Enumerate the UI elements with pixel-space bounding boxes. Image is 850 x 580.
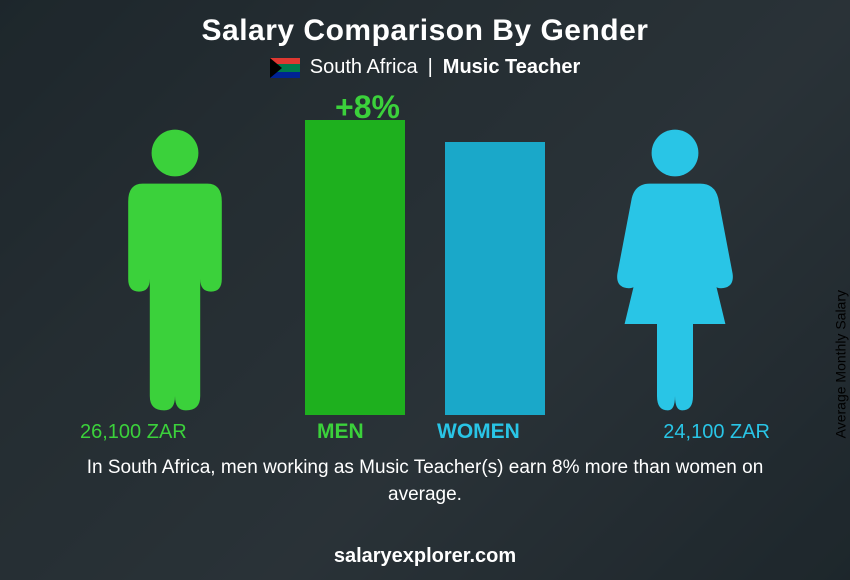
south-africa-flag-icon	[270, 58, 300, 78]
page-title: Salary Comparison By Gender	[0, 14, 850, 48]
caption-text: In South Africa, men working as Music Te…	[65, 455, 785, 508]
men-figure-icon	[85, 125, 265, 415]
country-label: South Africa	[310, 56, 418, 79]
women-bar	[445, 142, 545, 415]
content-container: Salary Comparison By Gender South Africa…	[0, 0, 850, 580]
footer-source: salaryexplorer.com	[0, 545, 850, 568]
separator: |	[428, 56, 433, 79]
label-row: 26,100 ZAR MEN WOMEN 24,100 ZAR	[45, 415, 805, 449]
men-label: MEN	[317, 420, 364, 444]
chart-area: +8% 26,100 ZAR MEN WOMEN 24,100 ZAR	[45, 89, 805, 449]
women-figure-icon	[585, 125, 765, 415]
women-salary: 24,100 ZAR	[663, 421, 770, 444]
job-label: Music Teacher	[443, 56, 580, 79]
y-axis-label: Average Monthly Salary	[832, 290, 848, 438]
men-salary: 26,100 ZAR	[80, 421, 187, 444]
women-label: WOMEN	[437, 420, 520, 444]
men-bar	[305, 120, 405, 415]
subtitle-row: South Africa | Music Teacher	[0, 56, 850, 79]
